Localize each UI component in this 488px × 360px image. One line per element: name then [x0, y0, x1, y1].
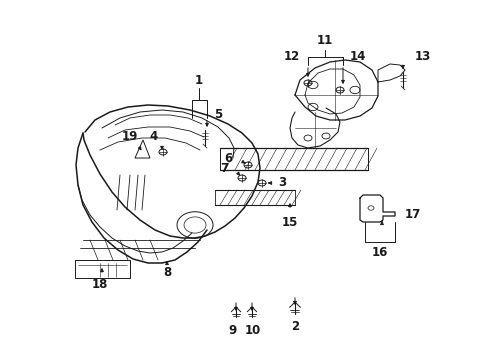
Text: 9: 9	[228, 324, 237, 337]
Text: 18: 18	[92, 279, 108, 292]
Text: 11: 11	[316, 33, 332, 46]
Text: 6: 6	[224, 152, 232, 165]
Text: 4: 4	[149, 130, 158, 143]
Text: 2: 2	[290, 320, 299, 333]
Text: 14: 14	[349, 50, 366, 63]
Text: 7: 7	[220, 162, 227, 175]
Text: 3: 3	[278, 176, 285, 189]
Text: 10: 10	[244, 324, 261, 337]
Text: 1: 1	[195, 73, 203, 86]
Text: 19: 19	[122, 130, 138, 143]
Text: 16: 16	[371, 246, 387, 258]
Text: 12: 12	[283, 50, 299, 63]
Text: 13: 13	[414, 50, 430, 63]
Text: 15: 15	[281, 216, 298, 229]
Text: 8: 8	[163, 266, 171, 279]
Text: 17: 17	[404, 208, 420, 221]
Text: 5: 5	[214, 108, 222, 122]
